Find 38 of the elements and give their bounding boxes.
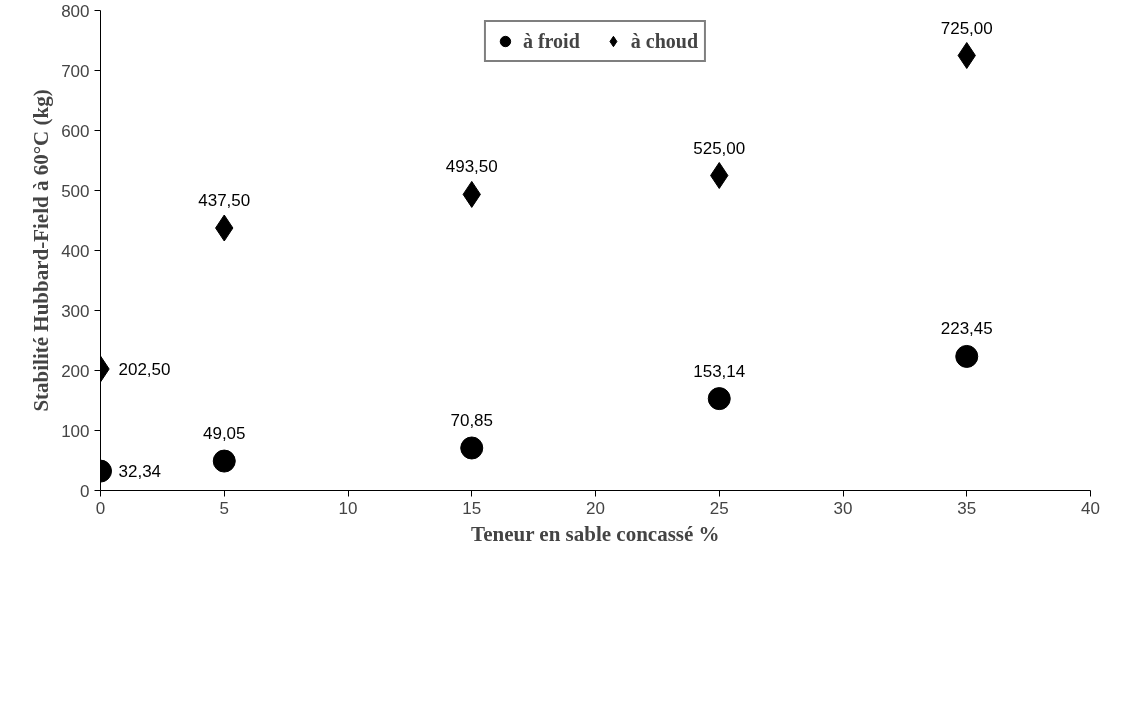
y-tick-label: 700 [61, 61, 90, 81]
x-tick-label: 5 [219, 498, 229, 518]
legend-label: à choud [630, 29, 699, 53]
y-tick-label: 200 [61, 361, 90, 381]
data-label: 32,34 [118, 462, 162, 482]
point [957, 42, 976, 69]
data-label: 153,14 [693, 361, 746, 381]
x-tick-label: 15 [462, 498, 482, 518]
x-tick-label: 40 [1081, 498, 1100, 518]
y-tick-label: 0 [80, 481, 90, 501]
x-tick-label: 10 [338, 498, 358, 518]
point [710, 162, 729, 189]
y-tick-label: 100 [61, 421, 90, 441]
data-label: 202,50 [118, 360, 171, 379]
x-tick-label: 20 [586, 498, 605, 518]
y-tick-label: 600 [61, 121, 90, 141]
data-label: 525,00 [693, 138, 746, 158]
y-axis-title: Stabilité Hubbard-Field à 60°C (kg) [29, 89, 54, 412]
point [707, 387, 731, 411]
x-tick-label: 25 [709, 498, 729, 518]
data-label: 493,50 [445, 157, 498, 177]
point [955, 344, 979, 368]
x-tick-label: 0 [95, 498, 106, 518]
x-axis-title: Teneur en sable concassé % [471, 521, 720, 546]
legend-label: à froid [522, 29, 580, 53]
data-label: 437,50 [198, 191, 251, 210]
data-label: 725,00 [940, 18, 993, 38]
y-tick-label: 400 [61, 241, 90, 261]
x-tick-label: 30 [833, 498, 853, 518]
point [212, 449, 236, 473]
y-tick-label: 300 [61, 301, 90, 321]
data-label: 70,85 [450, 410, 494, 430]
y-tick-label: 500 [61, 181, 90, 201]
y-tick-label: 800 [61, 1, 90, 21]
point [460, 436, 484, 460]
data-label: 223,45 [940, 319, 993, 339]
data-label: 49,05 [202, 424, 246, 444]
x-tick-label: 35 [957, 498, 977, 518]
